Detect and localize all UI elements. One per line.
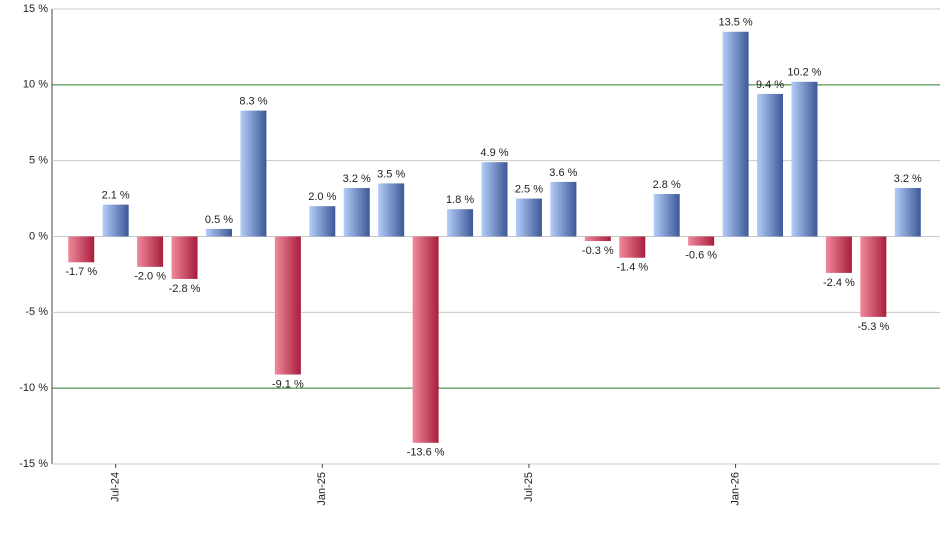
value-label: 3.2 % — [894, 173, 922, 185]
bar — [378, 183, 405, 237]
bar — [515, 198, 542, 237]
bar — [722, 31, 749, 237]
value-label: 9.4 % — [756, 79, 784, 91]
value-label: -2.0 % — [134, 271, 166, 283]
value-label: -1.7 % — [65, 266, 97, 278]
y-tick-label: 10 % — [23, 79, 48, 91]
value-label: -9.1 % — [272, 378, 304, 390]
bar — [102, 204, 129, 237]
bar — [825, 236, 852, 273]
value-label: -1.4 % — [616, 262, 648, 274]
bar — [205, 228, 232, 237]
value-label: -5.3 % — [857, 321, 889, 333]
bar — [688, 236, 715, 246]
bar — [894, 187, 921, 237]
value-label: 3.5 % — [377, 168, 405, 180]
bar — [309, 206, 336, 237]
value-label: 3.2 % — [343, 173, 371, 185]
bar — [791, 81, 818, 237]
value-label: 10.2 % — [787, 67, 821, 79]
bar — [447, 209, 474, 237]
y-tick-label: -10 % — [19, 382, 48, 394]
y-tick-label: 0 % — [29, 230, 48, 242]
y-tick-label: 5 % — [29, 155, 48, 167]
value-label: -2.8 % — [169, 283, 201, 295]
value-label: 2.1 % — [102, 190, 130, 202]
x-tick-label: Jul-24 — [110, 472, 122, 502]
value-label: 3.6 % — [549, 167, 577, 179]
bar — [171, 236, 198, 279]
value-label: 13.5 % — [718, 17, 752, 29]
bar — [274, 236, 301, 375]
bar — [584, 236, 611, 242]
value-label: 2.5 % — [515, 183, 543, 195]
bar — [137, 236, 164, 267]
x-tick-label: Jul-25 — [523, 472, 535, 502]
bar — [343, 187, 370, 237]
value-label: 2.8 % — [653, 179, 681, 191]
value-label: 0.5 % — [205, 214, 233, 226]
bar — [860, 236, 887, 317]
x-tick-label: Jan-26 — [729, 472, 741, 506]
y-tick-label: -15 % — [19, 458, 48, 470]
value-label: -0.6 % — [685, 250, 717, 262]
bar — [481, 162, 508, 237]
value-label: 1.8 % — [446, 194, 474, 206]
value-label: -0.3 % — [582, 245, 614, 257]
y-tick-label: -5 % — [25, 306, 48, 318]
value-label: 4.9 % — [480, 147, 508, 159]
value-label: -13.6 % — [407, 447, 445, 459]
bar — [240, 110, 267, 237]
bar — [619, 236, 646, 258]
x-tick-label: Jan-25 — [316, 472, 328, 506]
value-label: 8.3 % — [239, 96, 267, 108]
bar — [412, 236, 439, 443]
bar — [68, 236, 95, 263]
bar — [550, 181, 577, 237]
y-tick-label: 15 % — [23, 3, 48, 15]
bar — [757, 93, 784, 237]
value-label: -2.4 % — [823, 277, 855, 289]
bar — [653, 194, 680, 237]
value-label: 2.0 % — [308, 191, 336, 203]
